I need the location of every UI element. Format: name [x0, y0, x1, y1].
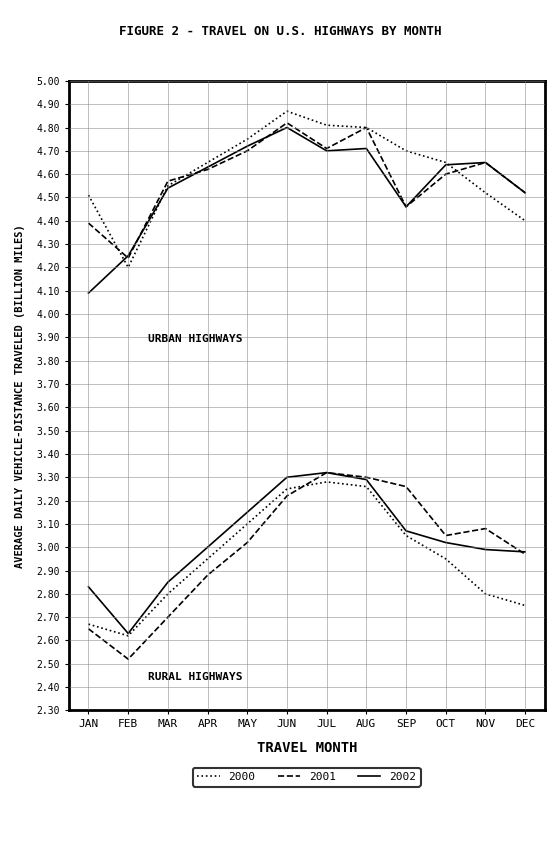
2002 — [363, 143, 370, 153]
2000 — [85, 190, 92, 200]
2001 — [363, 123, 370, 133]
2002 — [482, 158, 489, 168]
2002 — [125, 251, 132, 261]
2001 — [204, 164, 211, 174]
2001 — [165, 176, 171, 186]
Line: 2000: 2000 — [88, 111, 525, 268]
2000 — [522, 216, 529, 226]
Text: FIGURE 2 - TRAVEL ON U.S. HIGHWAYS BY MONTH: FIGURE 2 - TRAVEL ON U.S. HIGHWAYS BY MO… — [119, 25, 441, 38]
2001 — [482, 158, 489, 168]
2000 — [165, 180, 171, 191]
2000 — [323, 120, 330, 130]
2000 — [442, 158, 449, 168]
2001 — [522, 188, 529, 198]
Y-axis label: AVERAGE DAILY VEHICLE-DISTANCE TRAVELED (BILLION MILES): AVERAGE DAILY VEHICLE-DISTANCE TRAVELED … — [15, 224, 25, 567]
2000 — [204, 158, 211, 168]
Line: 2002: 2002 — [88, 128, 525, 293]
2002 — [403, 202, 409, 212]
2002 — [522, 188, 529, 198]
2000 — [482, 188, 489, 198]
2002 — [165, 183, 171, 193]
2002 — [85, 288, 92, 298]
2001 — [442, 169, 449, 180]
2001 — [244, 146, 251, 156]
Legend: 2000, 2001, 2002: 2000, 2001, 2002 — [193, 768, 421, 787]
2000 — [244, 134, 251, 144]
2002 — [283, 123, 290, 133]
2001 — [125, 253, 132, 263]
2002 — [442, 160, 449, 170]
2001 — [283, 118, 290, 128]
2001 — [403, 202, 409, 212]
2001 — [323, 143, 330, 153]
2000 — [363, 123, 370, 133]
2001 — [85, 218, 92, 228]
2002 — [323, 146, 330, 156]
2000 — [283, 106, 290, 116]
X-axis label: TRAVEL MONTH: TRAVEL MONTH — [256, 740, 357, 755]
Line: 2001: 2001 — [88, 123, 525, 258]
Text: RURAL HIGHWAYS: RURAL HIGHWAYS — [148, 673, 242, 682]
2000 — [403, 146, 409, 156]
2002 — [244, 141, 251, 152]
2002 — [204, 162, 211, 172]
Text: URBAN HIGHWAYS: URBAN HIGHWAYS — [148, 334, 242, 344]
2000 — [125, 263, 132, 273]
